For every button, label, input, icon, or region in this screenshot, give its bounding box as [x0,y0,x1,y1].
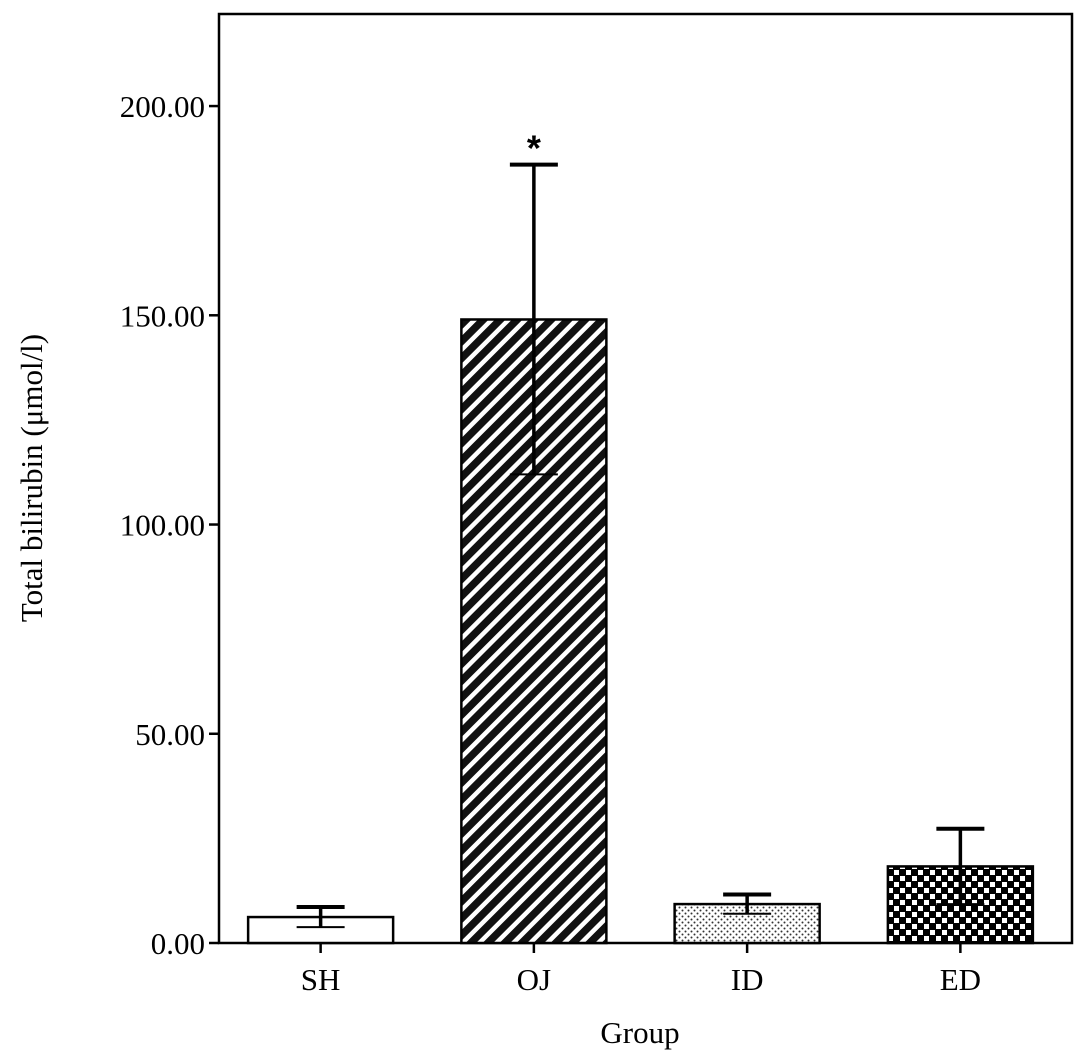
plot-frame [217,12,1074,945]
significance-marker: * [527,128,541,169]
bars [246,318,1035,945]
y-axis: 0.00 50.00 100.00 150.00 200.00 [120,89,219,961]
y-tick-label: 150.00 [120,298,205,333]
x-axis: SH OJ ID ED [301,943,981,997]
annotations: * [527,128,541,169]
y-tick-label: 50.00 [135,717,205,752]
x-tick-label-id: ID [731,962,764,997]
x-tick-label-oj: OJ [517,962,551,997]
error-bars [296,162,985,929]
x-axis-title: Group [600,1015,679,1050]
y-axis-title: Total bilirubin (μmol/l) [14,334,49,622]
x-tick-label-sh: SH [301,962,341,997]
x-tick-label-ed: ED [940,962,981,997]
y-tick-label: 100.00 [120,508,205,543]
y-tick-label: 0.00 [151,926,205,961]
y-tick-label: 200.00 [120,89,205,124]
